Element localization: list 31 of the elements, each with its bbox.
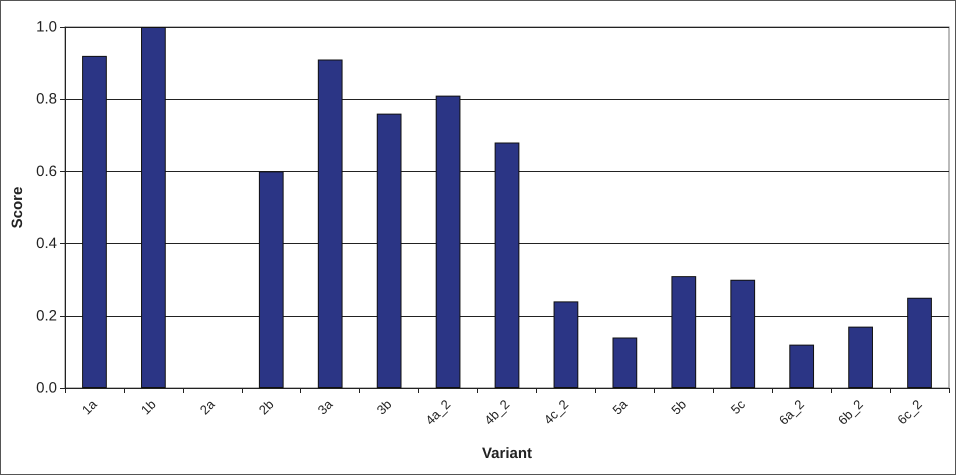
bar — [82, 56, 107, 388]
bar — [554, 301, 578, 388]
bar — [848, 326, 873, 388]
x-axis-title: Variant — [482, 445, 532, 462]
y-tick-label: 0.0 — [36, 380, 57, 396]
x-tick-label: 3b — [374, 396, 394, 418]
x-tick-label: 5a — [609, 396, 631, 418]
bar — [671, 276, 696, 388]
y-tick-label: 0.4 — [36, 235, 57, 252]
bar — [141, 27, 166, 388]
x-tick-label: 5c — [728, 396, 748, 418]
x-tick-label: 2b — [256, 396, 277, 418]
bar — [907, 298, 932, 388]
y-tick-label: 0.8 — [36, 90, 57, 108]
bar — [436, 96, 460, 388]
bar — [318, 59, 343, 388]
y-axis-title: Score — [9, 186, 26, 228]
bar — [376, 114, 402, 388]
y-tick-label: 0.2 — [36, 307, 57, 324]
x-tick-label: 5b — [668, 396, 690, 418]
bar — [258, 171, 284, 388]
bar — [730, 280, 756, 388]
x-tick-label: 1b — [138, 396, 159, 418]
x-tick-label: 2a — [196, 396, 218, 418]
bar — [612, 337, 638, 388]
y-tick-label: 1.0 — [36, 18, 57, 36]
bar — [789, 344, 814, 388]
x-tick-label: 3a — [314, 396, 336, 418]
y-tick-label: 0.6 — [36, 162, 57, 180]
x-tick-label: 1a — [78, 396, 100, 418]
bar — [494, 142, 520, 388]
